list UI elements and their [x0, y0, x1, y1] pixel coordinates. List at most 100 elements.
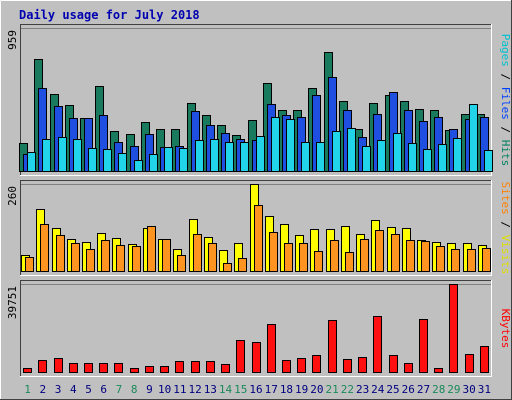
y-max-label: 959	[6, 30, 19, 50]
legend-item-visits: Visits	[499, 235, 512, 275]
x-tick-label-day-21: 21	[326, 383, 339, 396]
bar-sites-day-6	[101, 240, 110, 272]
x-tick-label-day-9: 9	[146, 383, 153, 396]
legend-item-files: Files	[499, 87, 512, 120]
x-tick-label-day-28: 28	[432, 383, 445, 396]
x-tick-label-day-20: 20	[310, 383, 323, 396]
bar-sites-day-18	[284, 243, 293, 272]
bar-pages-day-3	[58, 137, 67, 172]
bar-kbytes-day-11	[175, 361, 184, 373]
x-tick-label-day-18: 18	[280, 383, 293, 396]
x-tick-label-day-29: 29	[447, 383, 460, 396]
bar-sites-day-22	[345, 252, 354, 272]
bar-kbytes-day-10	[160, 366, 169, 373]
bar-sites-day-27	[421, 241, 430, 272]
bar-pages-day-2	[42, 139, 51, 172]
x-tick-label-day-23: 23	[356, 383, 369, 396]
legend: Sites / Visits	[499, 182, 512, 275]
bar-pages-day-13	[210, 139, 219, 172]
bar-kbytes-day-20	[312, 355, 321, 373]
x-tick-label-day-25: 25	[386, 383, 399, 396]
bar-kbytes-day-23	[358, 357, 367, 373]
x-tick-label-day-3: 3	[55, 383, 62, 396]
x-tick-label-day-11: 11	[173, 383, 186, 396]
x-axis-labels: 1 2 3 4 5 6 7 8 9 10 11 12 13 14 15 16 17 18 19 20 21 22 23 24 2…	[24, 383, 491, 396]
bar-kbytes-day-25	[389, 355, 398, 373]
bar-kbytes-day-19	[297, 358, 306, 373]
legend-separator: /	[499, 215, 512, 235]
bar-sites-day-19	[299, 243, 308, 272]
bar-kbytes-day-27	[419, 319, 428, 373]
x-tick-label-day-1: 1	[24, 383, 31, 396]
x-tick-label-day-22: 22	[341, 383, 354, 396]
x-tick-label-day-26: 26	[402, 383, 415, 396]
bar-kbytes-day-12	[191, 361, 200, 373]
bar-pages-day-14	[225, 142, 234, 172]
bar-kbytes-day-1	[23, 368, 32, 373]
bar-pages-day-20	[316, 142, 325, 172]
x-tick-label-day-13: 13	[204, 383, 217, 396]
x-tick-label-day-17: 17	[265, 383, 278, 396]
bar-sites-day-21	[330, 240, 339, 272]
panel-2: 260 Sites / Visits	[6, 180, 512, 276]
bar-pages-day-5	[88, 148, 97, 172]
bar-pages-day-25	[393, 133, 402, 172]
legend: Pages / Files / Hits	[499, 34, 512, 167]
x-tick-label-day-14: 14	[219, 383, 233, 396]
bar-sites-day-3	[56, 235, 65, 272]
bar-kbytes-day-5	[84, 363, 93, 373]
bar-pages-day-11	[179, 148, 188, 172]
bar-sites-day-29	[451, 249, 460, 272]
bar-pages-day-26	[408, 143, 417, 172]
bar-sites-day-2	[40, 224, 49, 272]
bar-pages-day-6	[103, 149, 112, 172]
bar-kbytes-day-8	[130, 368, 139, 373]
x-tick-label-day-10: 10	[158, 383, 171, 396]
bar-pages-day-23	[362, 146, 371, 172]
panel-1: 959 Pages / Files / Hits	[6, 24, 512, 176]
bar-sites-day-13	[208, 243, 217, 272]
bar-pages-day-24	[377, 140, 386, 172]
bar-pages-day-30	[469, 104, 478, 172]
bar-pages-day-10	[164, 147, 173, 172]
bar-sites-day-11	[177, 255, 186, 272]
x-tick-label-day-8: 8	[131, 383, 138, 396]
y-max-label: 39751	[6, 286, 19, 319]
x-tick-label-day-4: 4	[70, 383, 77, 396]
legend-item-sites: Sites	[499, 182, 512, 215]
bar-kbytes-day-9	[145, 366, 154, 373]
bar-sites-day-4	[71, 243, 80, 272]
bar-kbytes-day-15	[236, 340, 245, 373]
bar-kbytes-day-14	[221, 364, 230, 373]
legend-item-pages: Pages	[499, 34, 512, 67]
bar-kbytes-day-4	[69, 363, 78, 373]
x-tick-label-day-19: 19	[295, 383, 308, 396]
bar-pages-day-15	[240, 142, 249, 172]
bar-pages-day-21	[332, 131, 341, 172]
bar-sites-day-24	[375, 230, 384, 272]
bar-kbytes-day-2	[38, 360, 47, 373]
x-tick-label-day-7: 7	[116, 383, 123, 396]
bar-pages-day-27	[423, 149, 432, 172]
bar-sites-day-26	[406, 240, 415, 272]
bar-pages-day-29	[453, 138, 462, 172]
bar-pages-day-12	[195, 140, 204, 172]
bar-pages-day-31	[484, 150, 493, 172]
bar-kbytes-day-6	[99, 363, 108, 373]
bar-sites-day-20	[314, 251, 323, 272]
series-kbytes	[23, 284, 489, 373]
series-sites	[25, 205, 491, 272]
bar-sites-day-10	[162, 239, 171, 272]
bar-kbytes-day-24	[373, 316, 382, 373]
bar-kbytes-day-26	[404, 363, 413, 373]
x-tick-label-day-27: 27	[417, 383, 430, 396]
bar-kbytes-day-13	[206, 361, 215, 373]
x-tick-label-day-24: 24	[371, 383, 385, 396]
bar-pages-day-9	[149, 154, 158, 172]
chart-title: Daily usage for July 2018	[19, 8, 200, 22]
x-tick-label-day-16: 16	[249, 383, 262, 396]
x-tick-label-day-31: 31	[478, 383, 491, 396]
bar-sites-day-1	[25, 257, 34, 272]
bar-sites-day-17	[269, 232, 278, 272]
bar-sites-day-5	[86, 249, 95, 272]
